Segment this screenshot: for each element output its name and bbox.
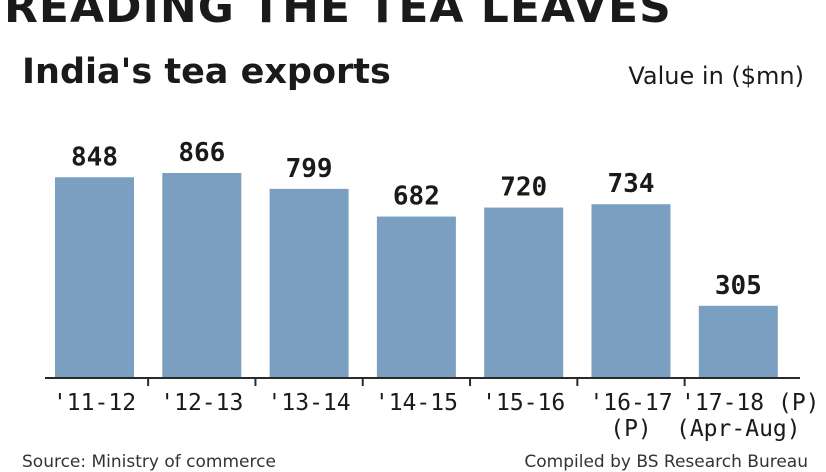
bar-1 [162,173,242,378]
chart-subtitle: India's tea exports [22,52,391,92]
value-label-0: 848 [71,142,118,172]
category-label-1: '12-13 [160,390,243,416]
category-label-4: '15-16 [482,390,565,416]
value-label-1: 866 [178,138,225,168]
value-label-4: 720 [500,173,547,203]
value-label-3: 682 [393,182,440,212]
value-label-5: 734 [608,169,655,199]
bar-5 [591,204,671,378]
category-label-2: '13-14 [268,390,351,416]
value-label-6: 305 [715,271,762,301]
source-note: Source: Ministry of commerce [22,452,276,472]
bar-4 [484,207,564,378]
chart-title: READING THE TEA LEAVES [4,0,672,33]
bar-0 [55,177,134,378]
category-label-3: '14-15 [375,390,458,416]
value-label-2: 799 [286,154,333,184]
category-label-6-0: '17-18 (P) [681,390,819,416]
bar-3 [376,216,456,378]
category-label-5-0: '16-17 [589,390,672,416]
credit-note: Compiled by BS Research Bureau [524,452,808,472]
bar-6 [698,305,778,378]
category-label-5-1: (P) [610,416,652,442]
category-label-0: '11-12 [53,390,136,416]
bar-2 [269,188,349,378]
category-label-6-1: (Apr-Aug) [676,416,801,442]
unit-label: Value in ($mn) [628,62,804,90]
